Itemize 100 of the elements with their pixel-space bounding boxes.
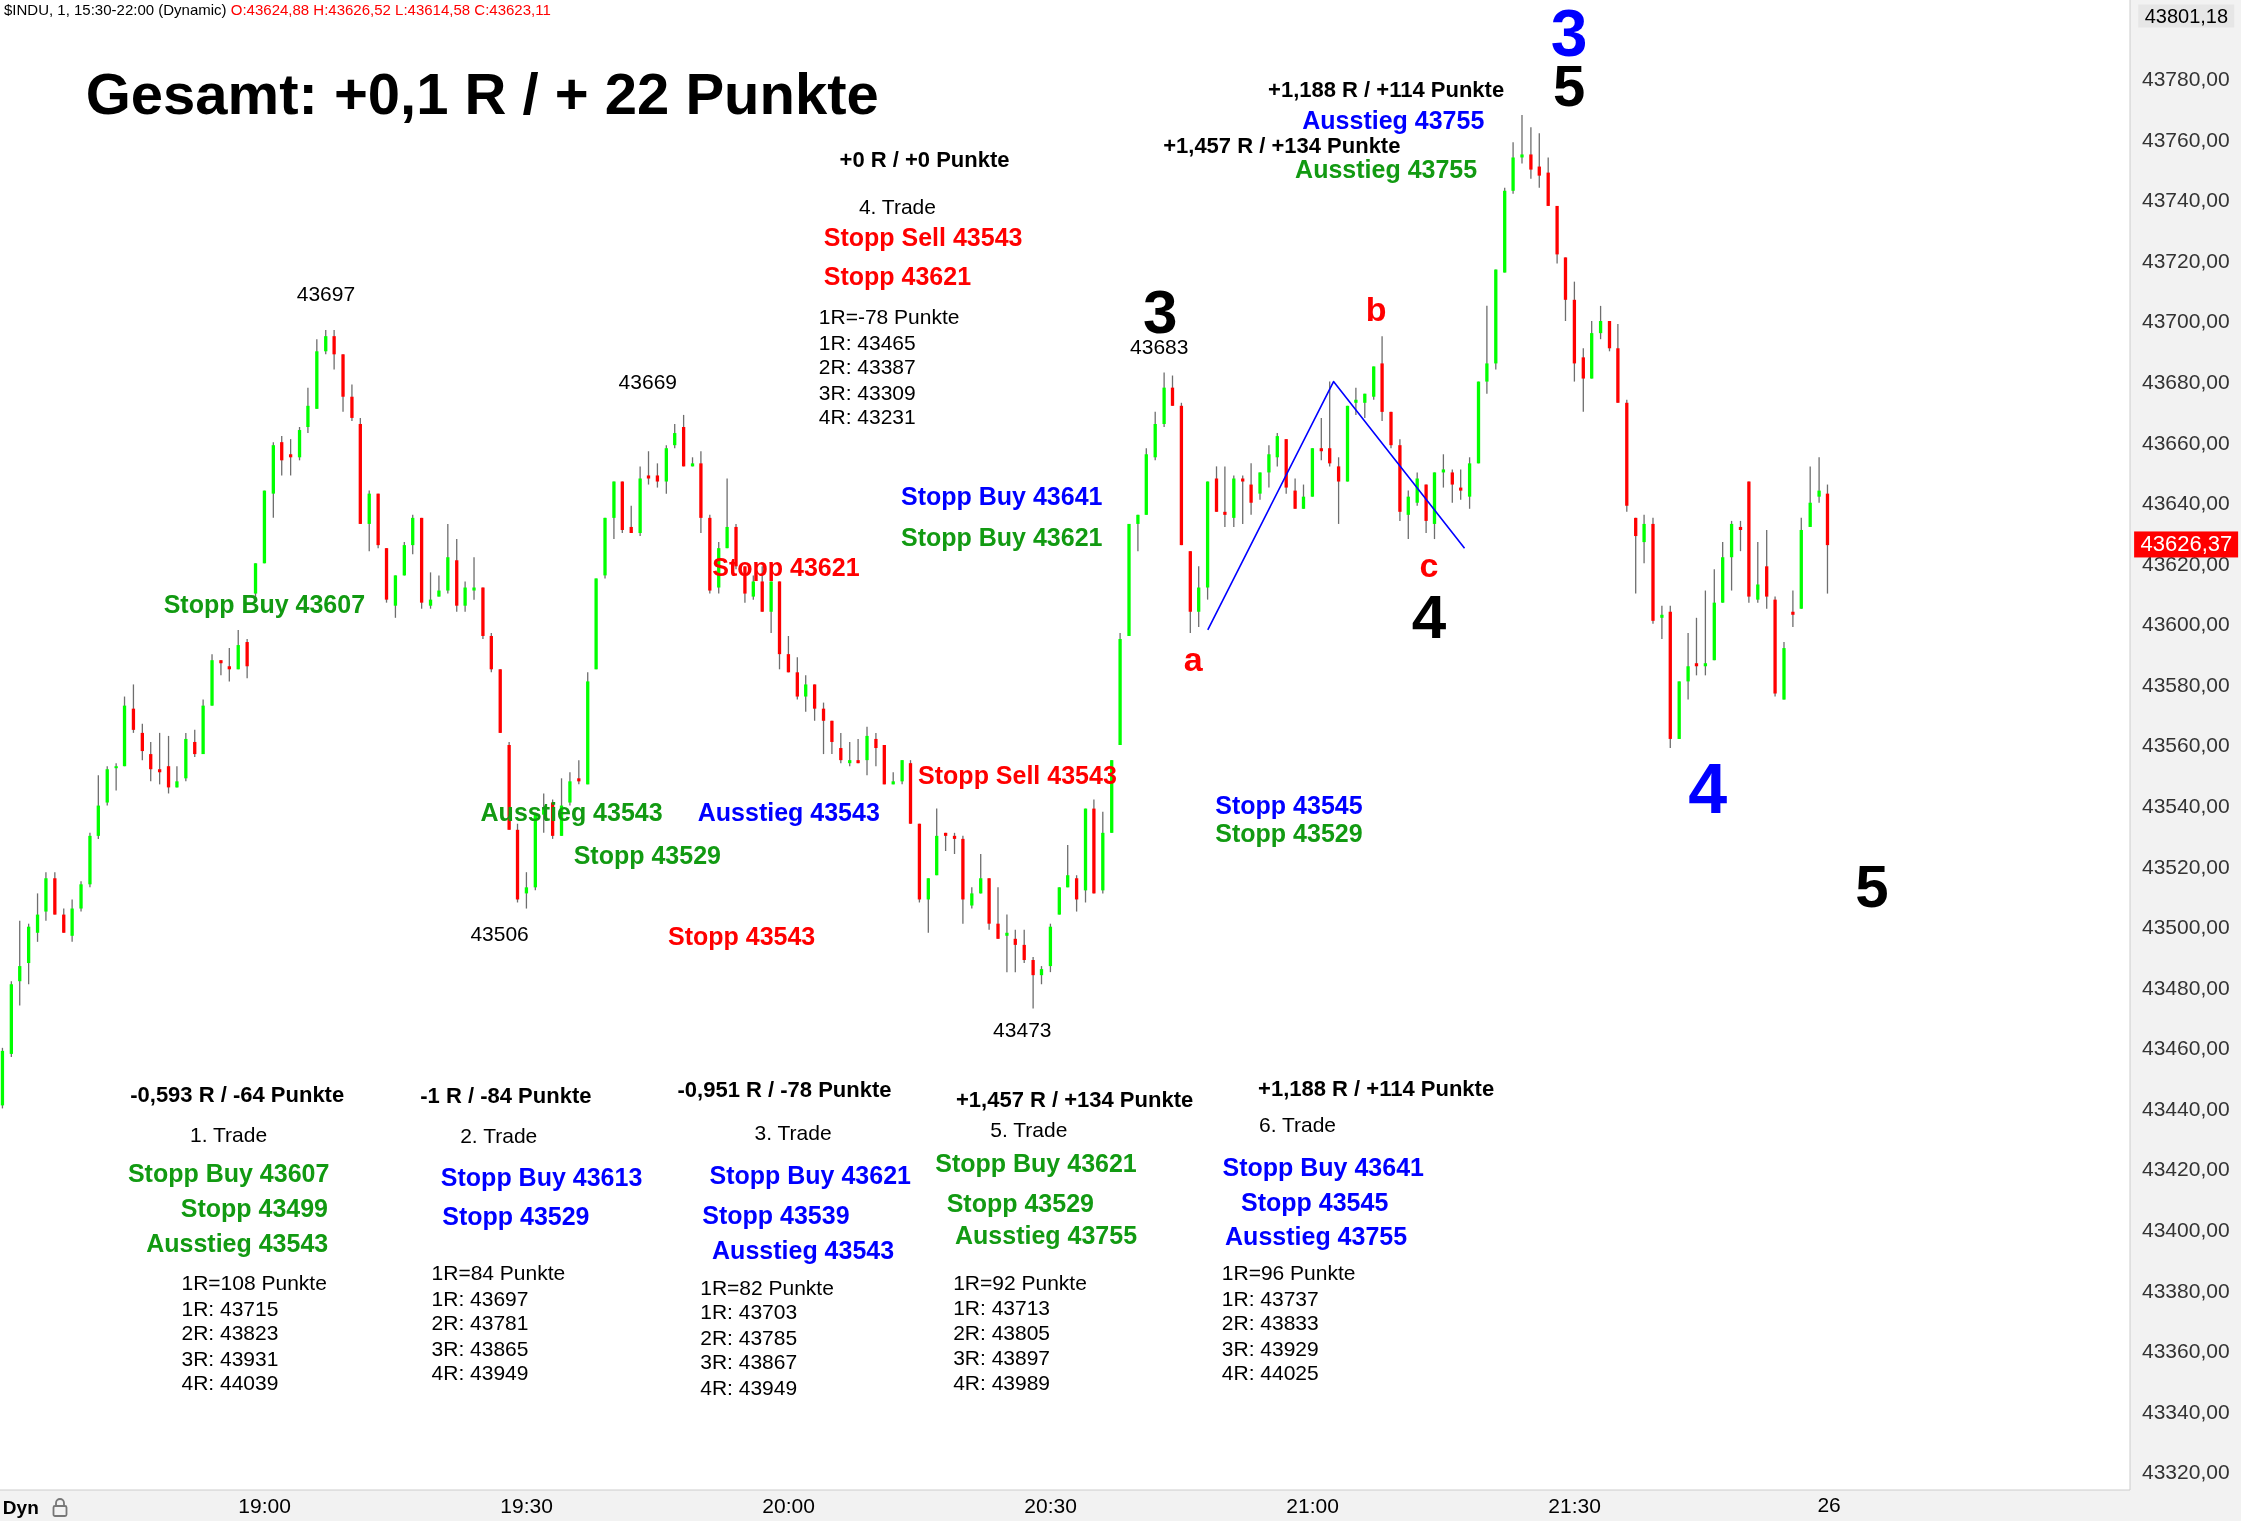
y-tick-label: 43420,00 [2142, 1157, 2230, 1181]
candlestick [646, 450, 651, 486]
y-tick-label: 43720,00 [2142, 248, 2230, 272]
annotation: +1,188 R / +114 Punkte [1258, 1076, 1495, 1102]
text: 26 [1817, 1492, 1841, 1516]
candlestick [786, 635, 791, 673]
annotation: a [1183, 640, 1203, 679]
annotation: 43669 [618, 369, 677, 393]
annotation: +1,457 R / +134 Punkte [955, 1087, 1194, 1113]
annotation: 3. Trade [754, 1121, 832, 1145]
annotation: 4R: 43949 [700, 1375, 798, 1399]
y-tick-label: 43600,00 [2142, 612, 2230, 636]
annotation: 2R: 43785 [700, 1325, 798, 1349]
candlestick [140, 723, 144, 761]
annotation: Stopp 43539 [702, 1200, 850, 1229]
annotation: Stopp Buy 43613 [440, 1163, 643, 1192]
candlestick [830, 720, 834, 755]
candlestick [1328, 380, 1332, 468]
candlestick [1363, 393, 1367, 419]
candlestick [1485, 305, 1489, 395]
annotation: +0 R / +0 Punkte [839, 147, 1010, 173]
candlestick [1039, 965, 1044, 985]
annotation: 1R: 43465 [818, 330, 916, 354]
y-tick-label: 43580,00 [2142, 672, 2230, 696]
annotation: 4R: 44025 [1221, 1361, 1319, 1385]
annotation: 2R: 43823 [181, 1321, 279, 1345]
y-tick-label: 43760,00 [2142, 127, 2230, 151]
candlestick [1537, 132, 1541, 189]
annotation: 4R: 43231 [818, 405, 916, 429]
annotation: 4 [1411, 582, 1447, 652]
annotation: Stopp 43545 [1241, 1187, 1389, 1216]
candlestick [926, 877, 930, 934]
annotation: 2R: 43805 [953, 1321, 1051, 1345]
annotation: -1 R / -84 Punkte [420, 1083, 592, 1109]
candlestick [1354, 386, 1358, 416]
annotation: Stopp Buy 43621 [709, 1160, 911, 1189]
annotation: Stopp Buy 43607 [127, 1159, 330, 1188]
candlestick [1660, 605, 1664, 640]
annotation: 2R: 43387 [818, 355, 916, 379]
candlestick [1459, 468, 1463, 501]
y-tick-label: 43680,00 [2142, 370, 2230, 394]
annotation: Ausstieg 43543 [697, 797, 880, 826]
annotation: Stopp 43621 [823, 261, 972, 290]
candlestick [1686, 632, 1690, 701]
candlestick [157, 732, 162, 786]
candlestick [970, 886, 974, 910]
candlestick [996, 886, 1000, 940]
candlestick [1441, 453, 1446, 489]
annotation: 1R=96 Punkte [1221, 1261, 1356, 1285]
candlestick [166, 735, 171, 795]
candlestick [1241, 474, 1245, 525]
annotation: Stopp 43499 [180, 1193, 328, 1222]
annotation: Stopp Buy 43621 [935, 1149, 1137, 1178]
annotation: 1R=84 Punkte [431, 1261, 566, 1285]
candlestick [1223, 465, 1227, 528]
annotation: Stopp 43529 [1215, 818, 1363, 847]
y-tick-label: 43740,00 [2142, 188, 2230, 212]
candlestick [463, 580, 467, 613]
annotation: Stopp 43543 [668, 921, 816, 950]
candlestick [472, 556, 476, 601]
annotation: Stopp Buy 43607 [163, 590, 366, 619]
candlestick [1817, 456, 1821, 504]
y-tick-label: 43660,00 [2142, 430, 2230, 454]
annotation: Ausstieg 43543 [712, 1236, 895, 1265]
annotation: Stopp Buy 43641 [900, 481, 1103, 510]
annotation: c [1419, 546, 1439, 585]
y-tick-label: 43700,00 [2142, 309, 2230, 333]
annotation: Stopp 43529 [573, 840, 721, 869]
annotation: -0,951 R / -78 Punkte [677, 1077, 892, 1103]
candlestick [804, 674, 808, 713]
annotation: 3R: 43865 [431, 1336, 529, 1360]
candlestick [1529, 126, 1533, 180]
candlestick [324, 329, 328, 355]
candlestick [900, 759, 904, 786]
candlestick [1520, 114, 1524, 165]
candlestick [219, 659, 223, 676]
annotation: 1. Trade [190, 1122, 268, 1146]
annotation: 4. Trade [858, 195, 936, 219]
x-tick-label: 21:00 [1286, 1493, 1339, 1517]
candlestick [62, 907, 66, 934]
candlestick [149, 741, 153, 782]
annotation: 3R: 43867 [700, 1349, 798, 1373]
annotation: 3R: 43897 [953, 1345, 1051, 1369]
candlestick [1005, 913, 1009, 973]
annotation: b [1365, 290, 1387, 329]
x-tick-label: 19:30 [500, 1493, 553, 1517]
candlestick [673, 423, 677, 449]
annotation: Stopp 43529 [946, 1189, 1094, 1218]
candlestick [1406, 489, 1410, 540]
candlestick [1634, 517, 1638, 595]
annotation: 4R: 44039 [181, 1371, 279, 1395]
y-tick-label: 43500,00 [2142, 915, 2230, 939]
candlestick [1738, 520, 1743, 552]
candlestick [1293, 477, 1297, 510]
x-tick-label: 20:00 [762, 1493, 815, 1517]
annotation: 1R: 43703 [700, 1299, 798, 1323]
candlestick [1170, 374, 1175, 407]
annotation: 1R=82 Punkte [700, 1275, 834, 1299]
y-tick-label: 43400,00 [2142, 1218, 2230, 1242]
text: Gesamt: +0,1 R / + 22 Punkte [85, 59, 879, 127]
